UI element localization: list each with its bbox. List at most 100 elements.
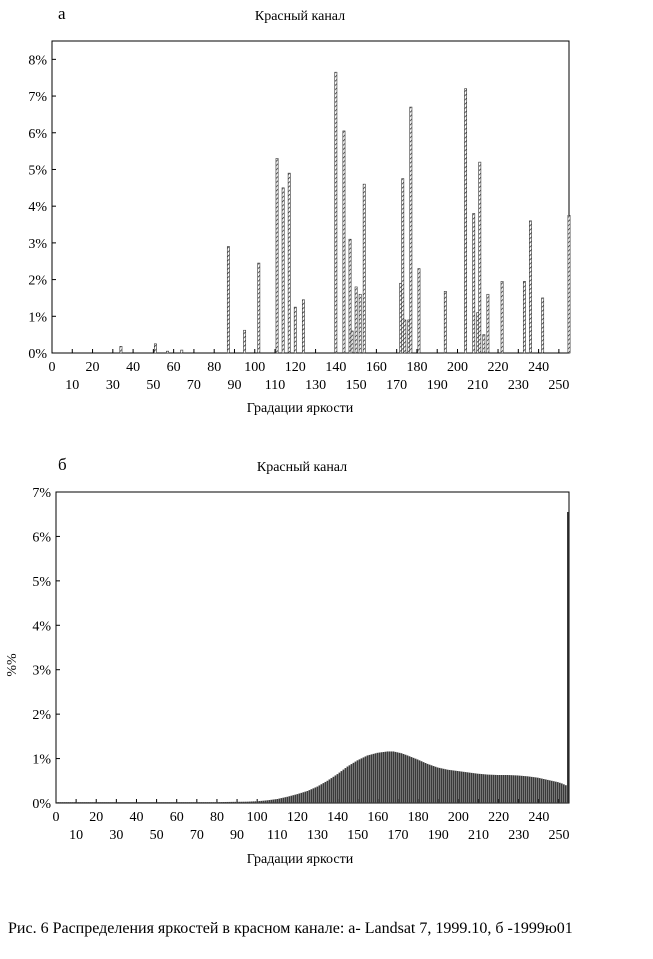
chart-b-bar (102, 802, 104, 803)
chart-a-bar (529, 220, 532, 354)
chart-b-bar (90, 802, 92, 803)
chart-b-bar (258, 801, 261, 803)
chart-b-bar (428, 764, 431, 803)
chart-b-bar (92, 802, 94, 803)
chart-b-bar (180, 802, 182, 803)
chart-b-bar (148, 802, 150, 803)
chart-b-bar (398, 752, 401, 803)
chart-b: б Красный канал %% 0% 1% 2% 3% 4% 5% 6% 7% 0 20 4… (5, 455, 570, 867)
chart-b-bar (450, 770, 453, 803)
chart-a-x-tick-label: 210 (467, 378, 488, 393)
chart-b-bar (514, 775, 517, 803)
chart-b-bar (226, 801, 229, 803)
chart-b-bar (112, 802, 114, 803)
chart-a-x-tick-label: 220 (488, 360, 509, 375)
chart-b-bar (68, 802, 70, 803)
chart-b-bar (318, 785, 321, 803)
chart-b-bar (276, 799, 279, 803)
chart-b-bar (362, 757, 365, 803)
chart-b-x-tick-label: 130 (307, 828, 328, 843)
chart-b-bar (96, 802, 98, 803)
chart-b-bar (368, 754, 371, 803)
chart-b-x-tick-label: 190 (428, 828, 449, 843)
chart-b-bar (326, 780, 329, 803)
chart-b-bar (200, 802, 202, 803)
chart-b-bar (182, 802, 184, 803)
chart-b-bar (268, 800, 271, 803)
chart-b-bar (346, 766, 349, 803)
chart-b-bar (356, 760, 359, 803)
chart-b-bar (78, 802, 80, 803)
chart-b-bar (522, 775, 525, 803)
chart-a-x-tick-label: 200 (447, 360, 468, 375)
chart-b-bar (114, 802, 116, 803)
chart-a-bar (334, 71, 338, 354)
chart-b-bar (380, 752, 383, 803)
chart-a-x-tick-label: 80 (207, 360, 221, 375)
chart-b-bar (216, 802, 219, 803)
chart-b-bar (360, 758, 363, 803)
chart-b-x-tick-label: 180 (408, 810, 429, 825)
chart-b-bar (414, 758, 417, 803)
chart-a-bar (482, 334, 486, 354)
chart-b-bar (236, 801, 239, 803)
chart-a-bar (348, 238, 352, 354)
chart-b-x-tick-label: 250 (548, 828, 569, 843)
chart-b-bar (304, 791, 307, 803)
chart-b-bar (142, 802, 144, 803)
chart-b-bar (530, 776, 533, 803)
chart-a-bar (153, 343, 157, 354)
chart-b-bar (158, 802, 160, 803)
chart-b-bar (442, 768, 445, 803)
chart-b-bar (300, 792, 303, 803)
chart-b-bar (478, 773, 481, 803)
chart-b-bar (416, 759, 419, 803)
chart-b-bar (338, 772, 341, 803)
chart-b-bar (132, 802, 134, 803)
chart-b-bar (286, 796, 289, 803)
chart-b-bar (190, 802, 192, 803)
chart-b-x-tick-label: 100 (247, 810, 268, 825)
chart-b-bar (240, 801, 243, 803)
chart-b-bar (94, 802, 96, 803)
chart-a-bar (478, 161, 482, 354)
chart-b-bar (120, 802, 122, 803)
chart-a-bar (180, 349, 184, 354)
chart-b-bar (476, 773, 479, 803)
chart-b-bar (214, 802, 217, 803)
chart-b-bar (532, 777, 535, 803)
chart-a-x-tick-label: 120 (285, 360, 306, 375)
chart-b-bar (508, 775, 511, 803)
chart-a-x-tick-label: 50 (146, 378, 160, 393)
chart-a-x-tick-label: 230 (508, 378, 529, 393)
chart-b-y-tick-label: 7% (32, 486, 51, 501)
chart-b-x-tick-label: 200 (448, 810, 469, 825)
chart-b-bar (280, 798, 283, 803)
chart-b-y-tick-label: 4% (32, 619, 51, 634)
chart-a-x-tick-label: 180 (406, 360, 427, 375)
chart-a-bar (243, 329, 247, 354)
chart-b-bar (344, 768, 347, 803)
chart-a-bar (541, 297, 545, 354)
chart-b-bar (372, 753, 375, 803)
panel-label-b: б (58, 455, 67, 474)
chart-a-bar (443, 291, 447, 354)
chart-b-y-tick-label: 5% (32, 575, 51, 590)
chart-b-x-tick-label: 30 (109, 828, 123, 843)
chart-b-x-tick-label: 50 (150, 828, 164, 843)
chart-b-bar (246, 801, 249, 803)
chart-b-x-tick-label: 230 (508, 828, 529, 843)
chart-b-bar (314, 787, 317, 803)
chart-b-bar (328, 779, 331, 803)
chart-b-bar (192, 802, 194, 803)
chart-b-bar (452, 770, 455, 803)
chart-b-bar (556, 782, 559, 803)
chart-b-bar (284, 797, 287, 803)
chart-a-y-tick-label: 6% (28, 127, 47, 142)
chart-b-bar (150, 802, 152, 803)
chart-b-bar (250, 801, 253, 803)
chart-b-bar (456, 771, 459, 803)
chart-b-bar (108, 802, 110, 803)
chart-a-bar (226, 246, 230, 354)
chart-b-y-tick-label: 3% (32, 664, 51, 679)
